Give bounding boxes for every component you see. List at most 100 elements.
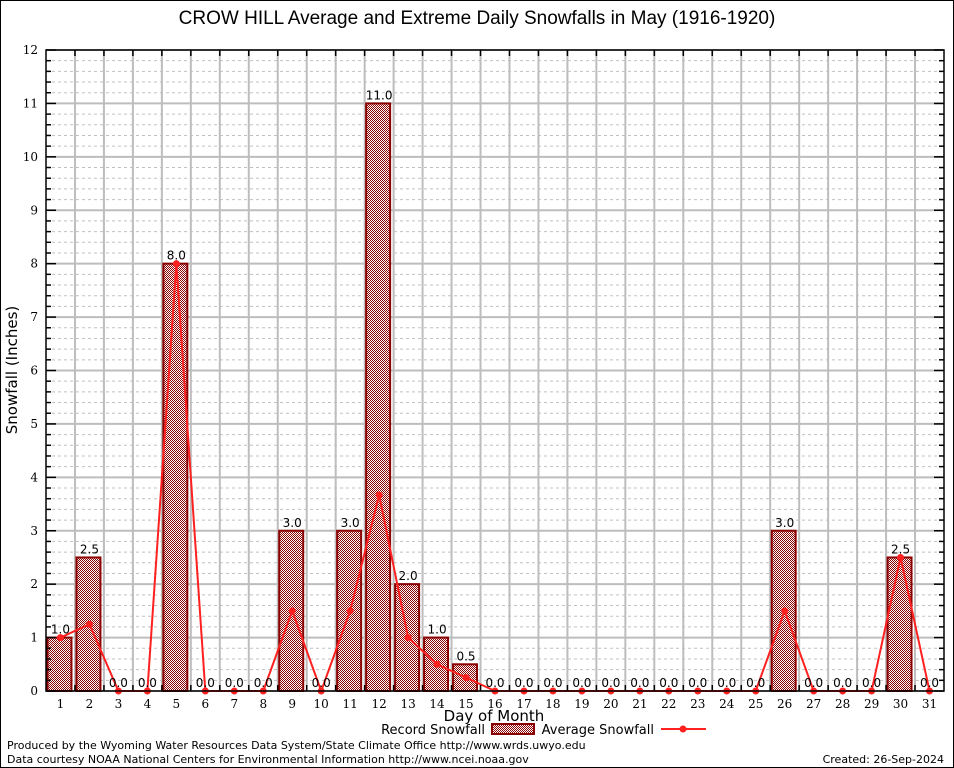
- bar-value-label: 1.0: [51, 623, 70, 637]
- average-point: [85, 620, 93, 628]
- x-tick-label: 2: [86, 697, 94, 711]
- average-point: [172, 260, 180, 268]
- bar-value-label: 3.0: [775, 516, 794, 530]
- average-point: [781, 607, 789, 615]
- legend-label-average: Average Snowfall: [542, 723, 654, 738]
- y-tick-label: 10: [23, 150, 38, 164]
- bar-value-label: 0.0: [312, 676, 331, 690]
- average-point: [462, 674, 470, 682]
- y-tick-label: 5: [30, 417, 38, 431]
- record-bar: [162, 262, 189, 692]
- legend: Record Snowfall Average Snowfall: [381, 723, 706, 738]
- bar-value-label: 0.0: [572, 676, 591, 690]
- bar-value-label: 0.0: [862, 676, 881, 690]
- average-point: [288, 607, 296, 615]
- x-tick-label: 25: [748, 697, 763, 711]
- x-tick-label: 27: [806, 697, 821, 711]
- x-tick-label: 21: [632, 697, 647, 711]
- average-point: [375, 491, 383, 499]
- x-tick-label: 19: [574, 697, 589, 711]
- bar-value-label: 0.0: [804, 676, 823, 690]
- x-tick-label: 16: [487, 697, 502, 711]
- record-bar: [365, 102, 392, 692]
- record-bar: [886, 556, 913, 692]
- x-tick-label: 9: [288, 697, 296, 711]
- y-axis-label: Snowfall (Inches): [3, 306, 21, 434]
- bar-value-label: 2.5: [891, 542, 910, 556]
- bar-value-label: 0.0: [688, 676, 707, 690]
- legend-swatch-record: [491, 723, 535, 735]
- y-tick-label: 11: [23, 96, 38, 110]
- bar-value-label: 0.0: [196, 676, 215, 690]
- bar-value-label: 0.0: [543, 676, 562, 690]
- y-tick-label: 4: [30, 470, 38, 484]
- bar-value-label: 0.0: [485, 676, 504, 690]
- x-tick-label: 1: [57, 697, 65, 711]
- grid: [46, 49, 944, 692]
- average-point: [346, 607, 354, 615]
- footer-produced-by: Produced by the Wyoming Water Resources …: [7, 739, 586, 752]
- y-tick-label: 1: [30, 631, 38, 645]
- bar-value-label: 2.5: [80, 542, 99, 556]
- bar-value-label: 0.0: [659, 676, 678, 690]
- footer-created-date: Created: 26-Sep-2024: [822, 753, 944, 766]
- bar-value-label: 8.0: [167, 249, 186, 263]
- x-tick-label: 12: [371, 697, 386, 711]
- x-tick-label: 30: [893, 697, 908, 711]
- bar-value-label: 0.0: [746, 676, 765, 690]
- average-point: [56, 634, 64, 642]
- bar-labels: 1.0 2.5 0.0 0.0 8.0 0.0 0.0 0.0 3.0 0.0 3.0 11.0 2.0…: [51, 88, 939, 690]
- y-tick-label: 3: [30, 524, 38, 538]
- x-tick-label: 11: [343, 697, 358, 711]
- x-tick-label: 4: [144, 697, 152, 711]
- y-tick-label: 8: [30, 257, 38, 271]
- bar-value-label: 3.0: [283, 516, 302, 530]
- bar-value-label: 0.0: [225, 676, 244, 690]
- bar-value-label: 0.0: [514, 676, 533, 690]
- bar-value-label: 3.0: [341, 516, 360, 530]
- legend-label-record: Record Snowfall: [381, 723, 485, 738]
- x-tick-label: 8: [259, 697, 267, 711]
- x-tick-label: 6: [202, 697, 210, 711]
- bar-value-label: 0.0: [138, 676, 157, 690]
- x-tick-label: 24: [719, 697, 735, 711]
- chart-title: CROW HILL Average and Extreme Daily Snow…: [178, 8, 776, 29]
- x-tick-label: 26: [777, 697, 792, 711]
- y-tick-label: 0: [30, 684, 38, 698]
- bar-value-label: 11.0: [366, 88, 393, 102]
- bar-value-label: 0.0: [630, 676, 649, 690]
- x-tick-label: 10: [314, 697, 329, 711]
- bars: [46, 102, 913, 693]
- x-tick-label: 17: [516, 697, 531, 711]
- bar-value-label: 1.0: [428, 623, 447, 637]
- x-tick-label: 13: [400, 697, 415, 711]
- bar-value-label: 0.0: [717, 676, 736, 690]
- bar-value-label: 2.0: [399, 569, 418, 583]
- x-tick-label: 28: [835, 697, 850, 711]
- x-tick-label: 3: [115, 697, 123, 711]
- y-tick-label: 9: [30, 203, 38, 217]
- x-tick-label: 14: [429, 697, 445, 711]
- bar-value-label: 0.0: [833, 676, 852, 690]
- x-tick-label: 29: [864, 697, 879, 711]
- x-tick-label: 20: [603, 697, 618, 711]
- y-tick-label: 12: [23, 43, 38, 57]
- x-tick-label: 23: [690, 697, 705, 711]
- bar-value-label: 0.0: [109, 676, 128, 690]
- average-point: [433, 660, 441, 668]
- bar-value-label: 0.5: [456, 649, 475, 663]
- bar-value-label: 0.0: [601, 676, 620, 690]
- x-tick-label: 7: [230, 697, 238, 711]
- x-tick-label: 5: [173, 697, 181, 711]
- legend-swatch-average-marker: [679, 725, 687, 733]
- record-bar: [46, 636, 73, 692]
- y-tick-label: 2: [30, 577, 38, 591]
- x-tick-label: 22: [661, 697, 676, 711]
- x-tick-label: 18: [545, 697, 560, 711]
- y-tick-label: 7: [30, 310, 38, 324]
- average-point: [404, 634, 412, 642]
- x-tick-label: 31: [922, 697, 937, 711]
- footer-data-courtesy: Data courtesy NOAA National Centers for …: [7, 753, 529, 766]
